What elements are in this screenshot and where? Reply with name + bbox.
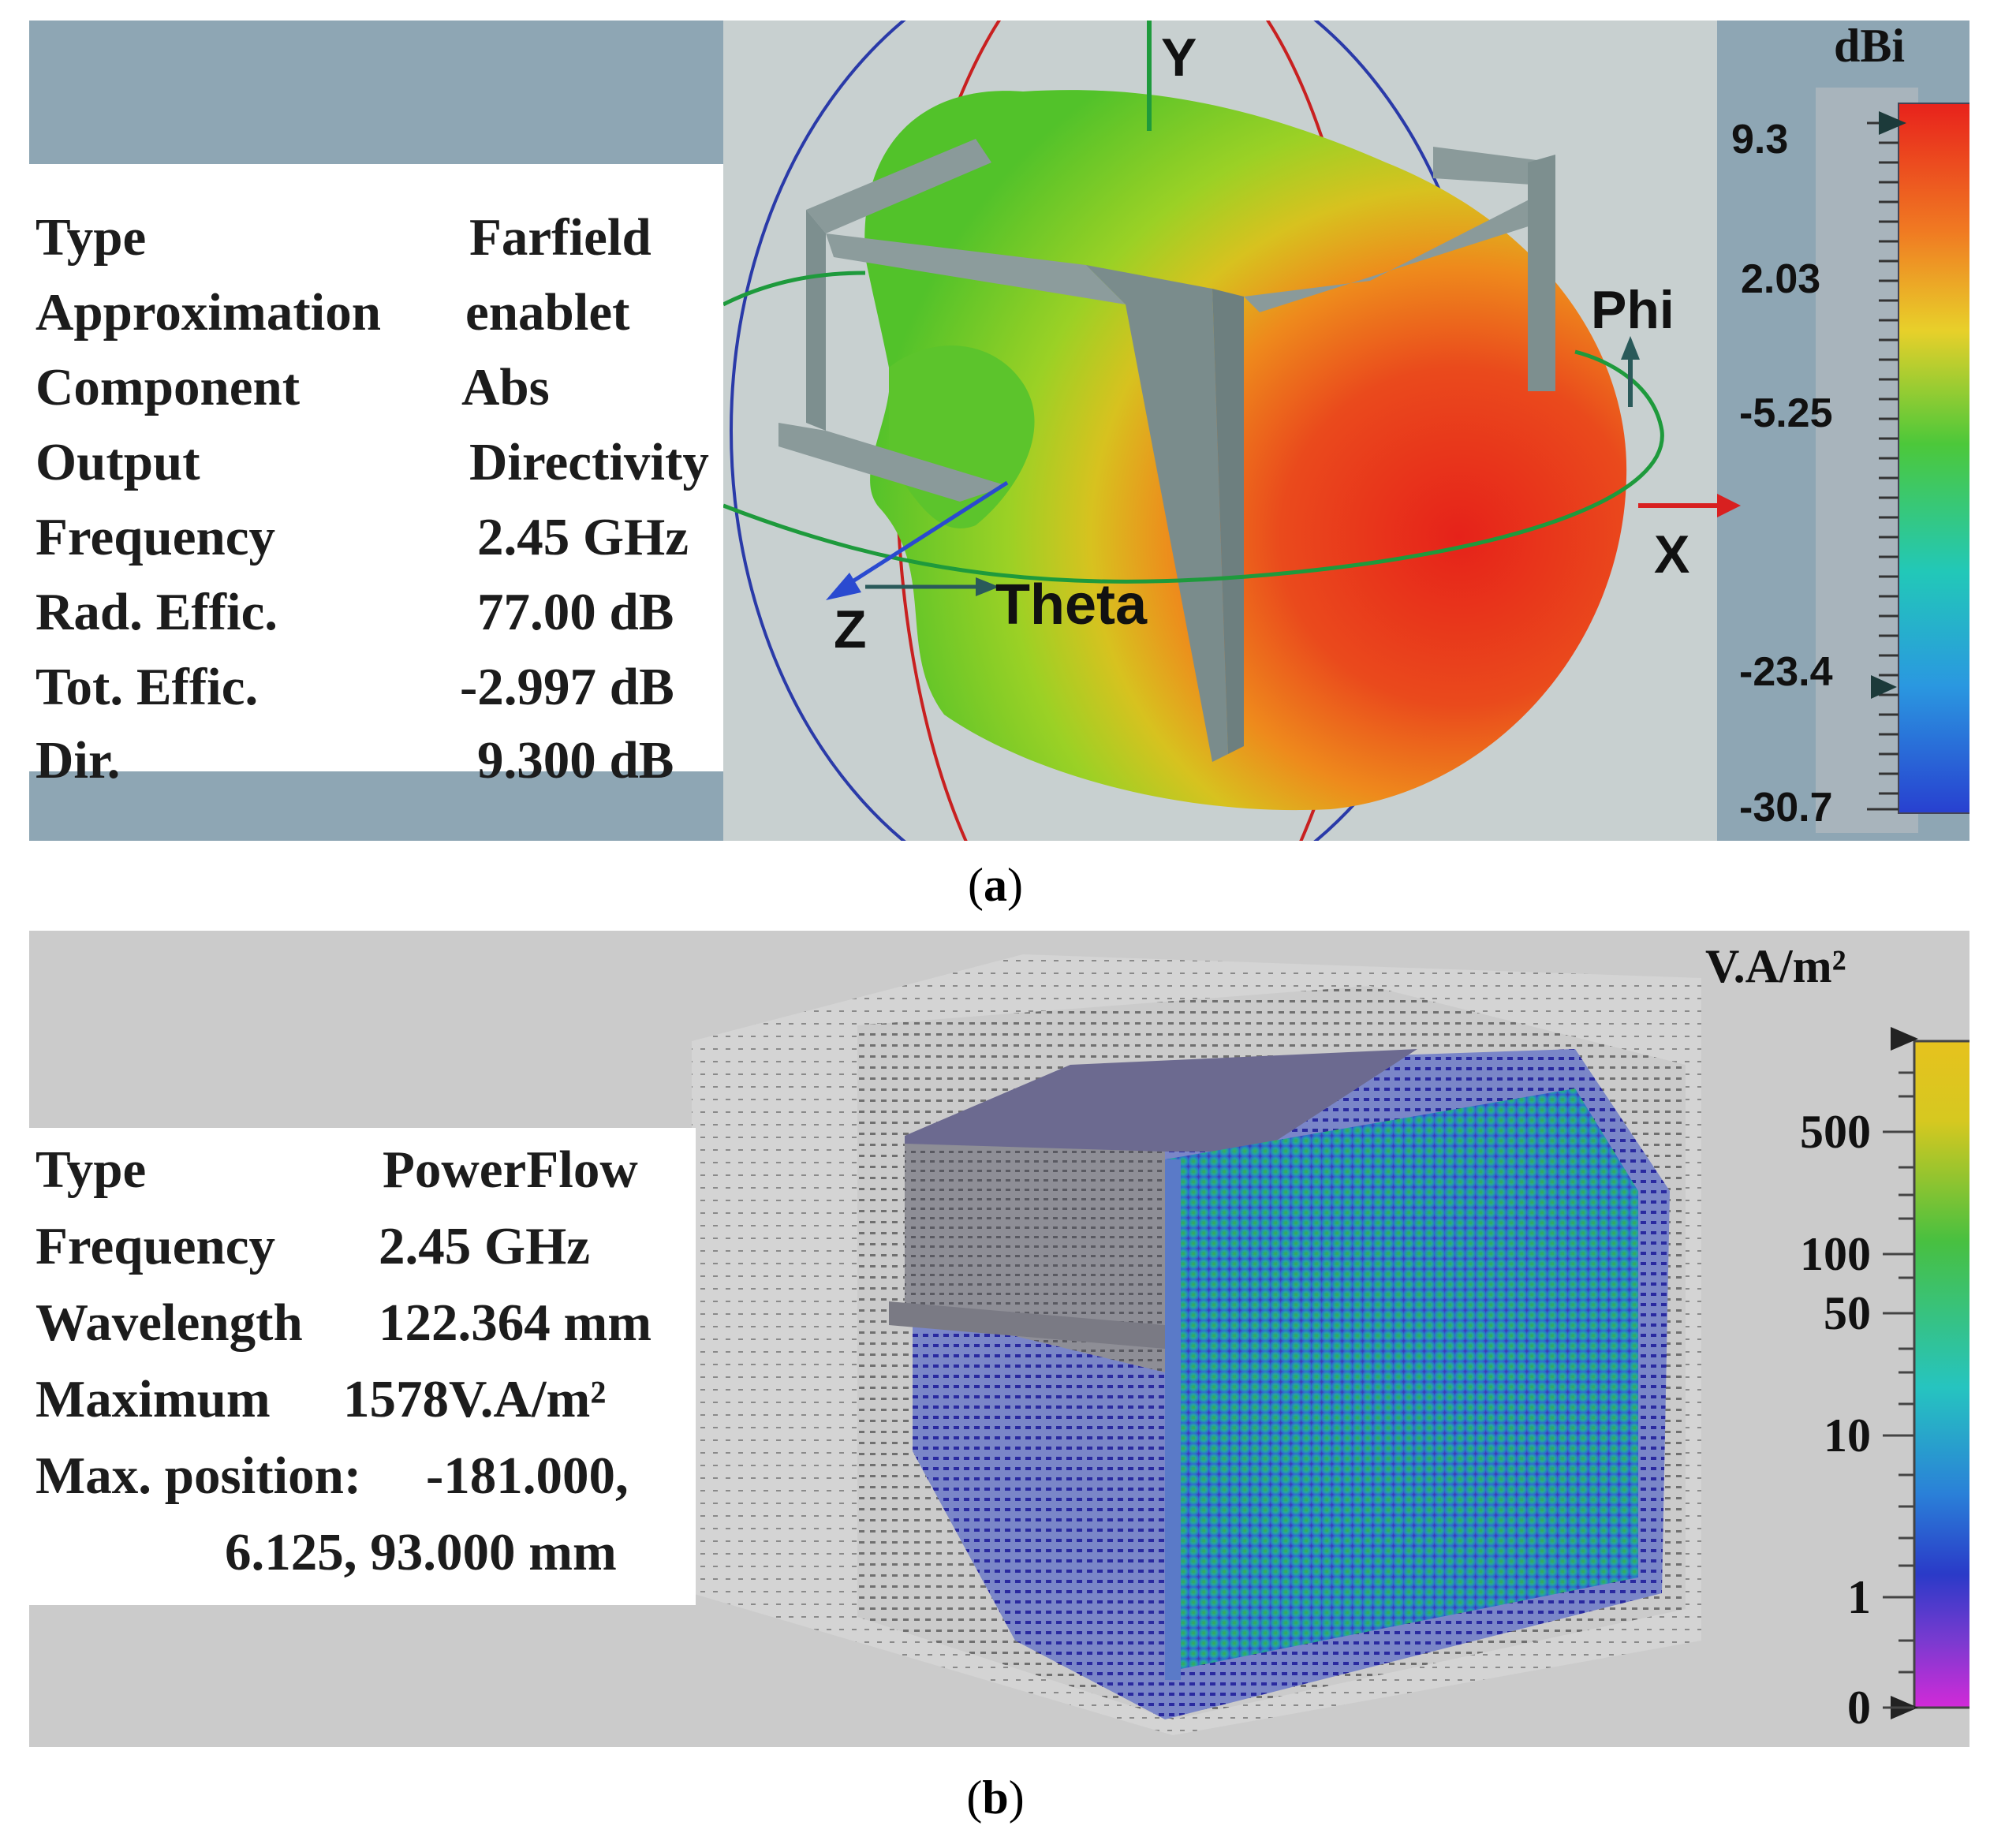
powerflow-3d-view: V.A/m² 500 100 50 10 1 0 [692,940,1969,1735]
powerflow-color-bar [1913,1040,1969,1709]
farfield-panel: Y X Z Phi Theta [29,21,1969,841]
powerflow-color-scale: V.A/m² 500 100 50 10 1 0 [1705,940,1969,1734]
vector-field-green-face [1165,1088,1638,1672]
dbi-color-bar [1898,103,1969,814]
powerflow-panel: V.A/m² 500 100 50 10 1 0 Type PowerFlow F… [29,931,1969,1747]
pf-tick-1: 100 [1800,1228,1871,1280]
pf-tick-2: 50 [1824,1287,1871,1339]
scale-threshold-marker-icon [1871,675,1897,699]
scale-max-marker-icon [1891,1027,1918,1051]
powerflow-unit-label: V.A/m² [1705,940,1846,992]
phi-label: Phi [1591,280,1675,340]
antenna-center-edge [1212,289,1244,754]
antenna-inner-top [826,233,1126,304]
caption-a: (a) [968,859,1023,911]
farfield-3d-view: Y X Z Phi Theta [722,21,1969,841]
farfield-info-box: Type Farfield Approximation enablet Compon… [29,164,723,790]
caption-b: (b) [966,1771,1025,1824]
dbi-tick-3: -23.4 [1739,649,1833,695]
z-axis-line [840,480,1009,591]
antenna-left-wall [806,210,826,431]
dbi-unit-label: dBi [1834,21,1905,72]
theta-arrow-icon [976,577,999,596]
pf-tick-4: 1 [1847,1571,1871,1623]
antenna-top-left [806,139,991,233]
z-axis-arrow-icon [826,573,861,600]
scale-max-marker-icon [1879,111,1906,135]
x-axis-arrow-icon [1717,494,1741,517]
theta-label: Theta [995,573,1148,637]
antenna-edge [1165,1159,1181,1680]
x-axis-label: X [1654,525,1689,584]
antenna-center-wall [1086,265,1228,762]
dbi-color-scale: dBi 9.3 2.03 -5.25 -23.4 -30.7 [1731,21,1969,833]
dbi-tick-4: -30.7 [1739,785,1833,831]
green-equator [722,349,1664,584]
y-axis-label: Y [1161,28,1197,88]
antenna-right-wall [1528,155,1555,391]
z-axis-label: Z [834,599,867,659]
pf-tick-0: 500 [1800,1106,1871,1158]
dbi-tick-2: -5.25 [1739,390,1833,436]
phi-arrow-icon [1621,336,1640,360]
antenna-right-top [1244,186,1555,312]
pf-tick-3: 10 [1824,1409,1871,1462]
antenna-right-cap [1433,147,1555,186]
antenna-flange [778,423,1007,502]
antenna-flange [889,1301,1165,1349]
dbi-tick-0: 9.3 [1731,117,1788,162]
antenna-top-face [905,1049,1417,1152]
dbi-tick-1: 2.03 [1741,256,1820,302]
powerflow-info-box: Type PowerFlow Frequency 2.45 GHz Waveleng… [29,1128,696,1605]
pf-tick-5: 0 [1847,1682,1871,1734]
